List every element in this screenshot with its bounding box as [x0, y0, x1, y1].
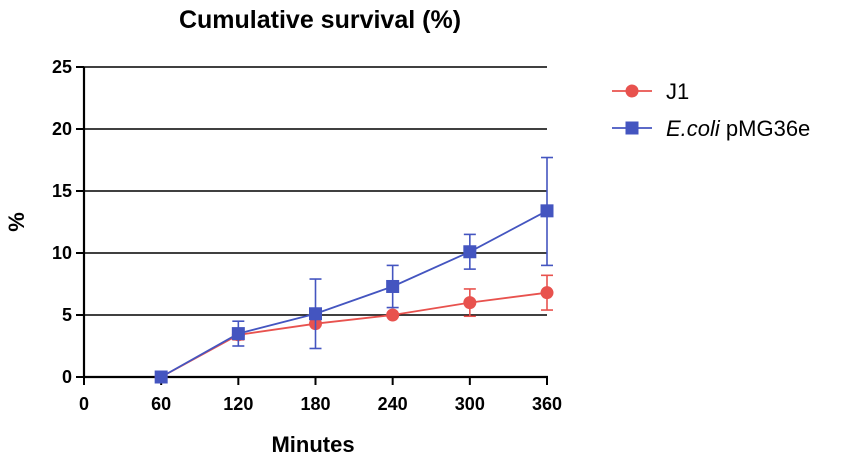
point-1-5	[540, 204, 554, 218]
point-1-2	[309, 307, 322, 321]
point-1-4	[463, 245, 477, 259]
point-1-0	[154, 370, 168, 384]
legend-label-plain-0: J1	[666, 79, 689, 104]
x-tick-label-360: 360	[532, 394, 562, 414]
x-tick-label-180: 180	[300, 394, 330, 414]
legend-marker-0	[625, 84, 639, 98]
series-1	[154, 156, 554, 384]
legend-label-italic-1: E.coli	[666, 116, 721, 141]
axes: 0 5 10 15 20 25 0 60 120 180 240 300 360	[52, 57, 562, 414]
point-0-4	[463, 296, 477, 310]
series-1-line	[160, 210, 548, 378]
point-0-5	[540, 286, 554, 300]
grid	[84, 66, 547, 316]
y-tick-label-15: 15	[52, 181, 72, 201]
y-tick-label-25: 25	[52, 57, 72, 77]
legend-label-0: J1	[666, 79, 689, 104]
x-tick-label-120: 120	[223, 394, 253, 414]
x-tick-label-300: 300	[455, 394, 485, 414]
x-axis-label: Minutes	[271, 432, 354, 457]
legend-label-1: E.coli pMG36e	[666, 116, 810, 141]
point-1-3	[386, 279, 400, 293]
x-tick-label-0: 0	[79, 394, 89, 414]
y-tick-label-20: 20	[52, 119, 72, 139]
point-0-3	[386, 308, 400, 322]
series-0	[154, 274, 554, 384]
y-tick-label-0: 0	[62, 367, 72, 387]
x-tick-label-240: 240	[378, 394, 408, 414]
x-tick-label-60: 60	[151, 394, 171, 414]
series-group	[154, 156, 554, 384]
legend-marker-1	[625, 121, 639, 135]
y-tick-label-5: 5	[62, 305, 72, 325]
legend-label-plain-1: pMG36e	[720, 116, 811, 141]
y-tick-label-10: 10	[52, 243, 72, 263]
y-axis-label: %	[4, 212, 29, 232]
series-0-line	[160, 291, 548, 378]
chart-title: Cumulative survival (%)	[179, 6, 461, 34]
legend: J1 E.coli pMG36e	[612, 79, 810, 141]
point-1-1	[231, 327, 245, 341]
